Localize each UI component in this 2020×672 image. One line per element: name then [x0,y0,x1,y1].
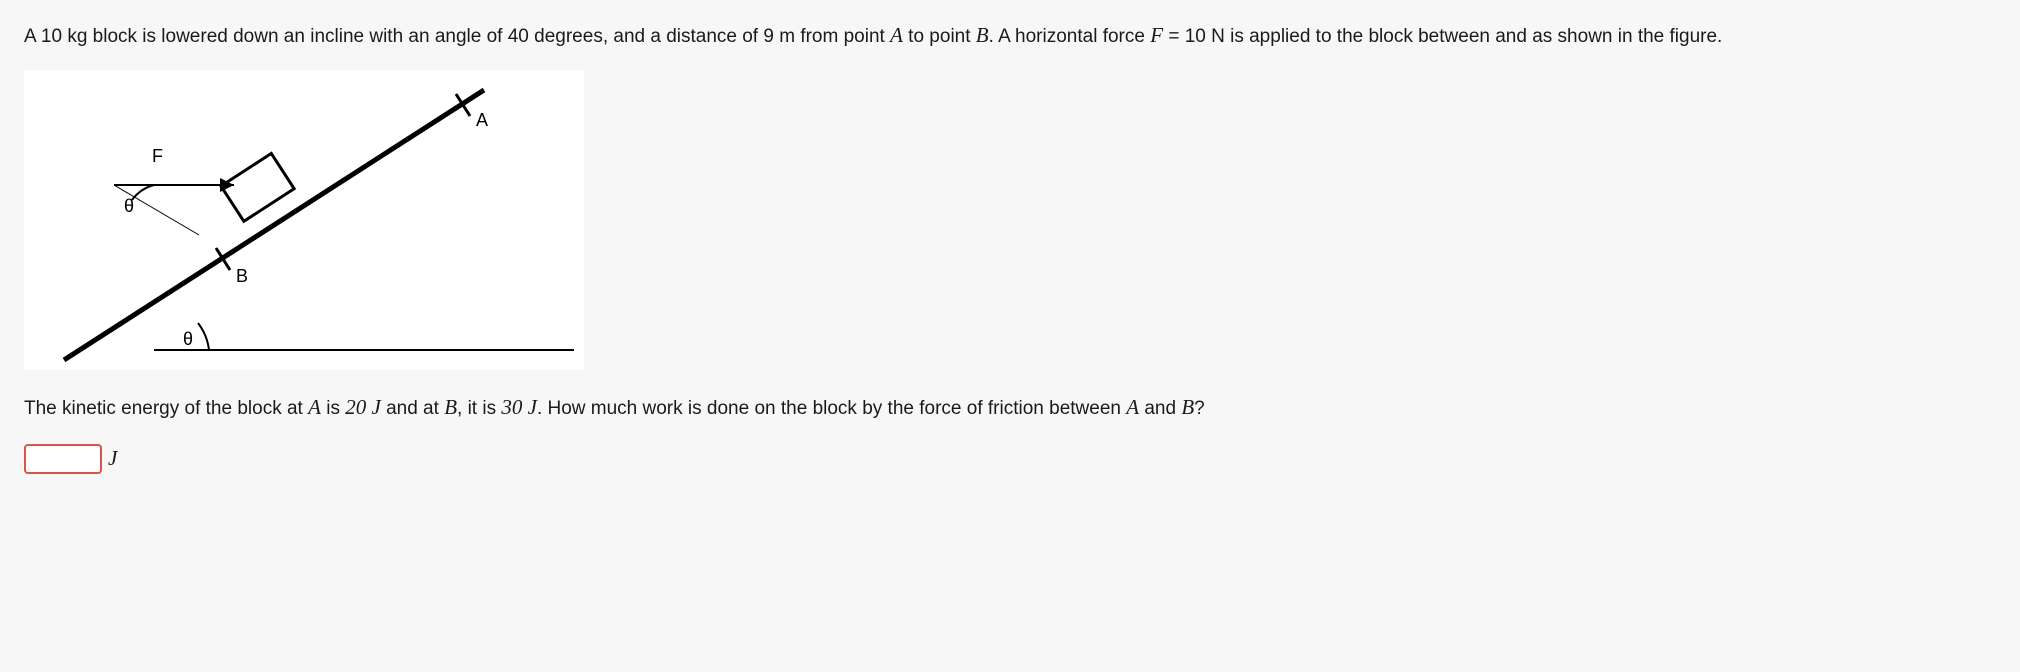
answer-input[interactable] [24,444,102,474]
question-text-2: is [321,398,345,419]
theta-arc-lower [198,323,209,350]
question-statement: The kinetic energy of the block at A is … [24,392,1996,424]
point-a-var: A [890,23,903,47]
problem-statement: A 10 kg block is lowered down an incline… [24,20,1996,52]
block-rect [221,153,294,221]
incline-figure: F A B θ θ [24,70,584,370]
q-var-b: B [444,395,457,419]
problem-text-3: . A horizontal force [989,26,1151,47]
point-b-var: B [976,23,989,47]
label-f: F [152,146,163,166]
problem-text-1: A 10 kg block is lowered down an incline… [24,26,890,47]
question-text-5: . How much work is done on the block by … [537,398,1126,419]
question-text-1: The kinetic energy of the block at [24,398,308,419]
force-var: F [1150,23,1163,47]
answer-unit: J [108,443,117,475]
q-var-a2: A [1126,395,1139,419]
q-ke-b: 30 J [501,395,537,419]
label-a: A [476,110,488,130]
question-text-3: and at [381,398,444,419]
figure-svg: F A B θ θ [24,70,584,370]
question-text-6: and [1139,398,1181,419]
answer-row: J [24,443,1996,475]
label-b: B [236,266,248,286]
label-theta-upper: θ [124,196,134,216]
q-var-a: A [308,395,321,419]
q-ke-a: 20 J [345,395,381,419]
problem-text-2: to point [903,26,976,47]
question-text-4: , it is [457,398,501,419]
incline-line [64,90,484,360]
question-text-7: ? [1194,398,1205,419]
label-theta-lower: θ [183,329,193,349]
block-group [221,153,294,221]
problem-text-4: = 10 N is applied to the block between a… [1163,26,1722,47]
q-var-b2: B [1181,395,1194,419]
